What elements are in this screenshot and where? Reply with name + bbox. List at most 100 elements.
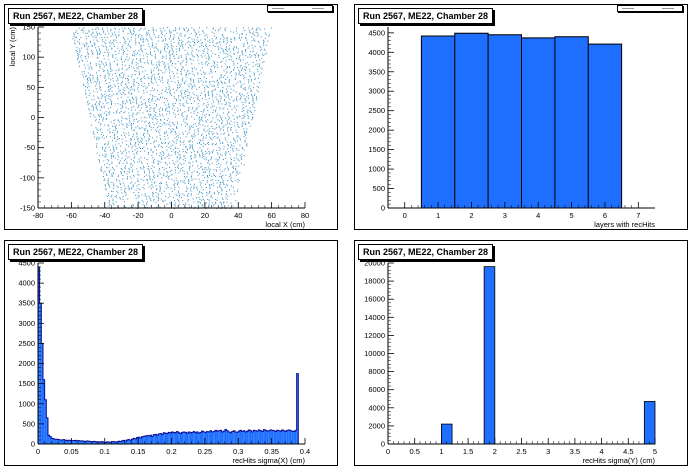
scatter-point: [131, 63, 133, 65]
scatter-point: [185, 54, 187, 56]
scatter-point: [180, 180, 182, 182]
scatter-point: [83, 64, 85, 66]
scatter-point: [126, 161, 128, 163]
scatter-point: [97, 96, 99, 98]
scatter-point: [99, 155, 101, 157]
bar: [183, 431, 185, 444]
scatter-point: [109, 94, 111, 95]
scatter-point: [104, 143, 106, 145]
scatter-point: [246, 67, 248, 68]
scatter-point: [194, 157, 196, 159]
bar: [181, 432, 184, 444]
scatter-point: [215, 161, 217, 163]
scatter-point: [188, 94, 190, 96]
scatter-point: [92, 31, 94, 33]
scatter-point: [211, 157, 212, 159]
scatter-point: [257, 91, 259, 93]
panel-local-xy: -80 -60 -40 -20 0 20 40 60 80 -150 -100 -50 0 50 100 15…: [4, 4, 338, 230]
scatter-point: [128, 134, 130, 136]
scatter-point: [167, 118, 169, 120]
scatter-point: [108, 160, 109, 162]
scatter-point: [142, 142, 144, 144]
scatter-point: [218, 192, 220, 193]
scatter-point: [189, 144, 191, 146]
scatter-point: [133, 51, 135, 53]
scatter-point: [107, 181, 109, 183]
scatter-point: [198, 81, 200, 83]
scatter-point: [209, 191, 211, 192]
scatter-point: [111, 162, 113, 164]
scatter-point: [239, 56, 240, 58]
scatter-point: [159, 168, 160, 170]
scatter-point: [103, 105, 105, 107]
scatter-point: [149, 122, 150, 124]
scatter-point: [147, 63, 149, 65]
scatter-point: [249, 75, 251, 77]
scatter-point: [222, 39, 224, 41]
scatter-point: [209, 39, 211, 41]
scatter-point: [242, 108, 244, 110]
scatter-point: [161, 77, 163, 79]
scatter-point: [231, 181, 233, 183]
scatter-point: [110, 35, 112, 37]
scatter-point: [218, 28, 220, 30]
scatter-point: [197, 112, 199, 114]
scatter-point: [165, 39, 166, 41]
scatter-point: [107, 195, 109, 196]
scatter-point: [198, 31, 200, 33]
scatter-point: [197, 59, 199, 61]
scatter-point: [105, 99, 106, 101]
scatter-point: [109, 128, 111, 130]
scatter-point: [246, 145, 248, 147]
axes: 0 0.05 0.1 0.15 0.2 0.25 0.3 0.35 0.405001000150…: [18, 259, 310, 466]
scatter-point: [166, 107, 168, 109]
scatter-point: [233, 49, 235, 51]
scatter-point: [148, 45, 150, 47]
scatter-point: [220, 98, 222, 100]
scatter-point: [191, 138, 193, 139]
scatter-point: [111, 190, 112, 192]
scatter-point: [237, 63, 239, 65]
scatter-point: [194, 85, 196, 87]
scatter-point: [110, 100, 112, 102]
scatter-point: [90, 73, 92, 75]
scatter-point: [87, 80, 89, 82]
bar: [94, 441, 97, 444]
scatter-point: [210, 180, 212, 182]
scatter-point: [229, 86, 231, 87]
scatter-point: [109, 186, 111, 188]
bar: [256, 431, 259, 444]
scatter-point: [190, 33, 192, 34]
scatter-point: [167, 187, 169, 188]
bar: [148, 435, 150, 444]
scatter-point: [192, 55, 194, 57]
scatter-point: [163, 153, 165, 155]
scatter-point: [123, 112, 125, 114]
scatter-point: [221, 175, 223, 177]
scatter-point: [131, 109, 132, 111]
scatter-point: [212, 105, 214, 107]
scatter-point: [128, 115, 130, 117]
scatter-point: [158, 99, 160, 101]
scatter-point: [136, 153, 138, 155]
scatter-point: [133, 84, 135, 86]
scatter-point: [210, 196, 212, 198]
scatter-point: [107, 178, 109, 180]
scatter-point: [162, 96, 163, 98]
scatter-point: [230, 163, 232, 165]
scatter-point: [150, 126, 152, 128]
scatter-point: [264, 38, 266, 40]
scatter-point: [187, 84, 189, 86]
bar: [521, 37, 556, 209]
scatter-point: [222, 120, 224, 122]
x-tick-label: 1: [439, 447, 443, 456]
scatter-point: [177, 190, 179, 192]
scatter-point: [126, 157, 128, 159]
scatter-point: [182, 200, 184, 202]
scatter-point: [94, 44, 95, 46]
scatter-point: [98, 103, 100, 105]
scatter-point: [123, 49, 124, 51]
scatter-point: [182, 80, 183, 82]
scatter-point: [130, 163, 132, 164]
scatter-point: [183, 144, 185, 146]
